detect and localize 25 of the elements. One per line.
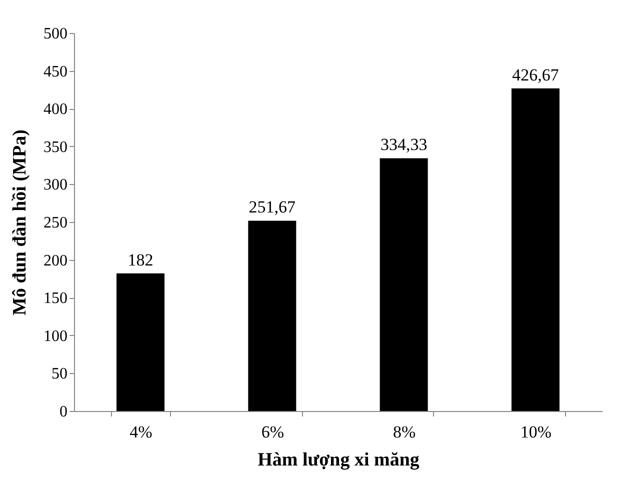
y-tick-label: 450 xyxy=(44,63,68,80)
x-tick-label: 6% xyxy=(261,422,284,442)
y-tick-label: 250 xyxy=(44,214,68,232)
data-label: 426,67 xyxy=(512,65,560,84)
bar xyxy=(380,158,428,411)
y-tick-label: 0 xyxy=(60,404,68,420)
y-axis-title: Mô đun đàn hồi (MPa) xyxy=(10,130,30,316)
y-tick-label: 400 xyxy=(44,101,68,118)
y-tick-label: 50 xyxy=(52,366,68,383)
bar xyxy=(116,273,164,411)
y-tick-label: 500 xyxy=(44,26,68,42)
y-tick-label: 200 xyxy=(44,252,68,270)
x-tick-label: 10% xyxy=(520,422,552,442)
y-tick-label: 350 xyxy=(44,138,68,156)
bar xyxy=(512,88,560,411)
y-tick-label: 100 xyxy=(44,328,68,345)
data-label: 182 xyxy=(128,250,154,270)
x-axis-title: Hàm lượng xi măng xyxy=(258,450,420,470)
x-tick-label: 4% xyxy=(130,422,152,442)
bar xyxy=(248,220,296,411)
x-tick-label: 8% xyxy=(393,422,416,442)
y-tick-label: 150 xyxy=(44,290,68,308)
data-label: 251,67 xyxy=(248,198,296,217)
y-tick-label: 300 xyxy=(44,176,68,194)
data-label: 334,33 xyxy=(380,135,428,154)
